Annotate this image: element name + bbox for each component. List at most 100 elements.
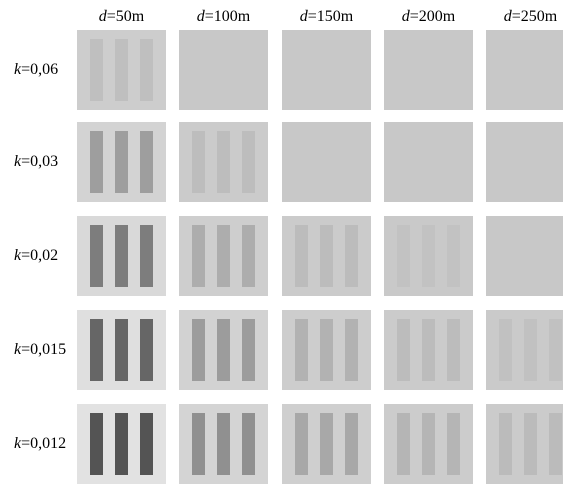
row-header: k=0,06 (0, 60, 76, 80)
row-header: k=0,012 (0, 434, 76, 454)
stripe-bar (217, 131, 230, 193)
stripe-bar (242, 413, 255, 475)
stripe-tile (486, 404, 563, 484)
stripe-bar (217, 413, 230, 475)
stripe-bar (217, 225, 230, 287)
stripe-tile (384, 216, 473, 296)
row-header: k=0,03 (0, 152, 76, 172)
stripe-bar (549, 319, 562, 381)
stripe-bar (217, 319, 230, 381)
row-header-variable: k (14, 341, 22, 358)
stripe-tile (179, 122, 268, 202)
stripe-tile (282, 404, 371, 484)
stripe-bar (192, 413, 205, 475)
stripe-tile (282, 122, 371, 202)
stripe-bar (115, 39, 128, 101)
stripe-tile (282, 216, 371, 296)
stripe-tile (179, 216, 268, 296)
column-header-value: =200m (409, 8, 456, 25)
stripe-tile (282, 30, 371, 110)
stripe-bar (192, 319, 205, 381)
stripe-bar (422, 319, 435, 381)
column-header-variable: d (503, 8, 512, 25)
stripe-tile (384, 404, 473, 484)
stripe-tile (486, 216, 563, 296)
column-header-value: =150m (307, 8, 354, 25)
column-header: d=250m (486, 7, 563, 27)
stripe-bar (192, 225, 205, 287)
stripe-bar (422, 225, 435, 287)
stripe-bar (397, 413, 410, 475)
stripe-bar (397, 319, 410, 381)
stripe-tile (77, 404, 166, 484)
stripe-bar (397, 225, 410, 287)
stripe-bar (524, 413, 537, 475)
row-header-variable: k (14, 435, 22, 452)
stripe-bar (115, 319, 128, 381)
stripe-bar (242, 319, 255, 381)
column-header-variable: d (299, 8, 308, 25)
stripe-bar (115, 413, 128, 475)
stripe-bar (242, 225, 255, 287)
stripe-tile (179, 310, 268, 390)
stripe-bar (320, 225, 333, 287)
stripe-bar (320, 413, 333, 475)
stripe-tile (384, 310, 473, 390)
stripe-bar (345, 225, 358, 287)
stripe-bar (295, 319, 308, 381)
stripe-bar (345, 319, 358, 381)
row-header: k=0,015 (0, 340, 76, 360)
stripe-bar (295, 413, 308, 475)
column-header: d=150m (282, 7, 371, 27)
stripe-bar (499, 319, 512, 381)
stripe-bar (447, 319, 460, 381)
stripe-bar (242, 131, 255, 193)
row-header-value: =0,012 (21, 435, 67, 452)
stripe-tile (384, 122, 473, 202)
stripe-bar (447, 413, 460, 475)
stripe-tile (77, 310, 166, 390)
column-header: d=200m (384, 7, 473, 27)
stripe-bar (115, 131, 128, 193)
stripe-bar (140, 319, 153, 381)
column-header-variable: d (98, 8, 107, 25)
row-header-variable: k (14, 153, 22, 170)
stripe-bar (140, 39, 153, 101)
column-header-value: =50m (106, 8, 145, 25)
stripe-bar (320, 319, 333, 381)
column-header-value: =250m (511, 8, 558, 25)
column-header-value: =100m (204, 8, 251, 25)
row-header-variable: k (14, 61, 22, 78)
stripe-tile (384, 30, 473, 110)
row-header-value: =0,06 (21, 61, 59, 78)
row-header-value: =0,02 (21, 247, 59, 264)
stripe-bar (90, 131, 103, 193)
stripe-bar (140, 225, 153, 287)
column-header-variable: d (196, 8, 205, 25)
stripe-bar (90, 225, 103, 287)
stripe-tile (486, 30, 563, 110)
stripe-tile (77, 216, 166, 296)
stripe-bar (499, 413, 512, 475)
stripe-bar (345, 413, 358, 475)
stripe-tile (282, 310, 371, 390)
stripe-tile (179, 30, 268, 110)
stripe-bar (549, 413, 562, 475)
stripe-bar (115, 225, 128, 287)
column-header: d=100m (179, 7, 268, 27)
stripe-bar (90, 413, 103, 475)
stripe-tile (77, 122, 166, 202)
row-header-value: =0,03 (21, 153, 59, 170)
stripe-bar (447, 225, 460, 287)
stripe-tile (486, 310, 563, 390)
column-header: d=50m (77, 7, 166, 27)
stripe-bar (90, 319, 103, 381)
stripe-bar (90, 39, 103, 101)
stripe-tile (179, 404, 268, 484)
stripe-bar (192, 131, 205, 193)
stripe-bar (140, 131, 153, 193)
stripe-tile (486, 122, 563, 202)
row-header-variable: k (14, 247, 22, 264)
row-header: k=0,02 (0, 246, 76, 266)
stripe-tile (77, 30, 166, 110)
